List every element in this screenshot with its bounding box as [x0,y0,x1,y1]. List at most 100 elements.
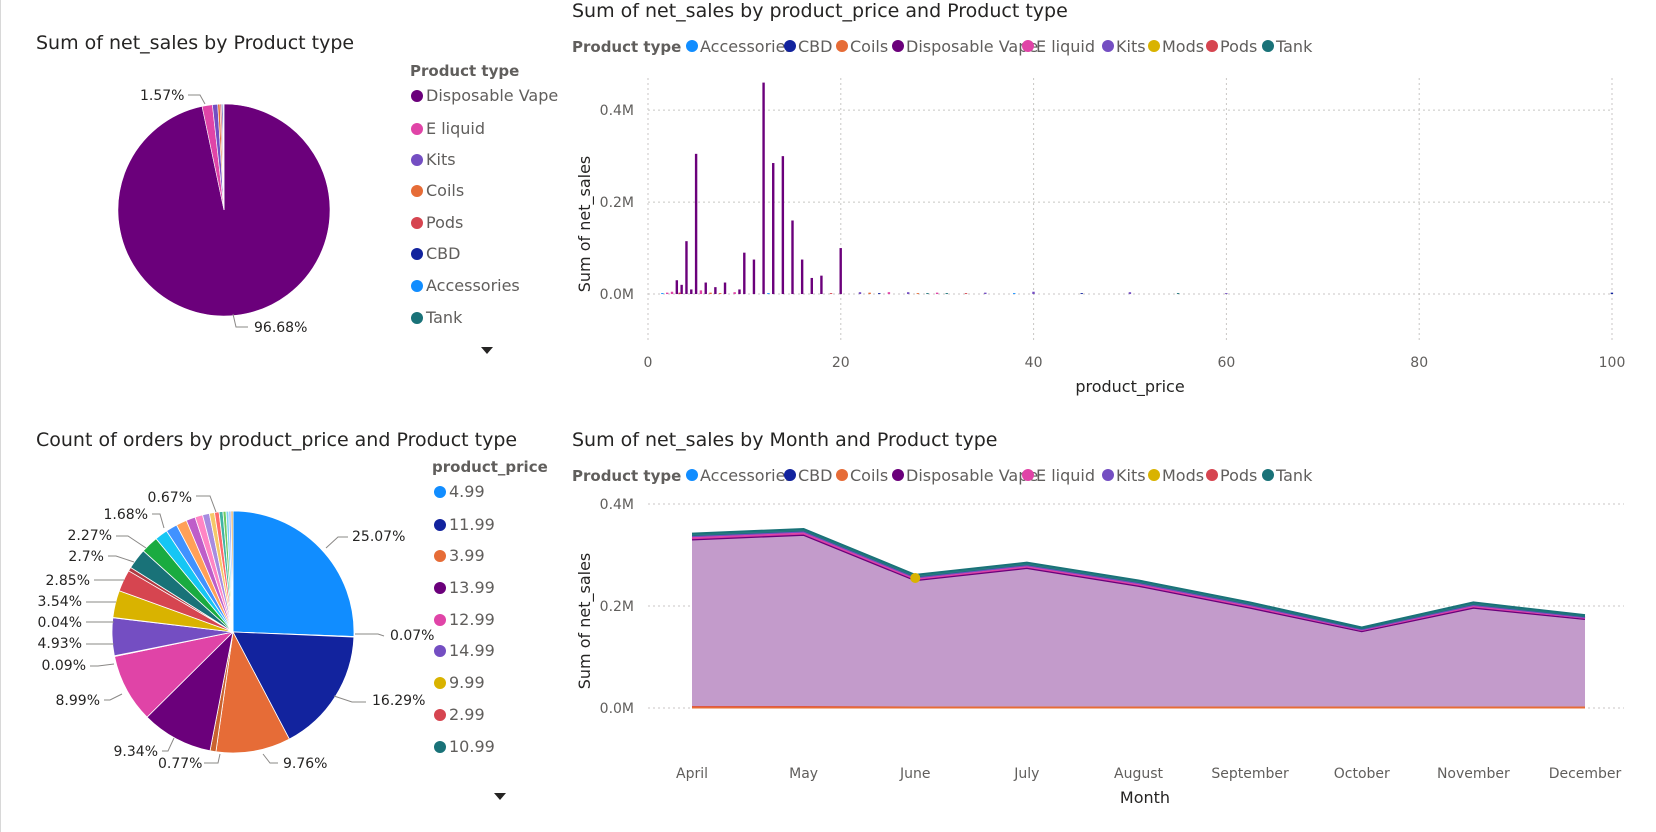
legend-swatch [1022,469,1034,481]
x-tick-label: April [676,766,708,782]
bar [1176,293,1180,295]
y-tick-label: 0.2M [600,599,634,615]
bar [733,292,736,295]
bar [868,292,871,295]
bar [680,284,683,295]
bar [661,293,664,295]
x-tick-label: 40 [1025,355,1043,371]
bar [1225,293,1228,295]
leader-line [355,633,385,637]
pie-label: 96.68% [254,320,307,336]
legend-item: 11.99 [449,515,495,534]
leader-line [108,555,135,563]
pie-label: 1.57% [140,88,184,104]
legend-item: Tank [1275,37,1313,56]
x-tick-label: December [1549,766,1622,782]
legend-swatch [434,709,446,721]
bar [1032,291,1035,295]
legend-swatch [686,40,698,52]
legend-swatch [411,154,423,166]
legend-swatch [784,469,796,481]
bar [670,291,674,295]
pie-label: 2.7% [68,549,104,565]
bar [964,293,968,295]
legend-item: Disposable Vape [426,86,558,105]
legend-swatch [434,519,446,531]
x-tick-label: 20 [832,355,850,371]
legend-swatch [1262,469,1274,481]
legend-swatch [836,469,848,481]
bar [1610,292,1614,295]
legend-swatch [1206,40,1218,52]
pie-slice [232,510,355,637]
bar [945,293,948,295]
bar [767,293,770,295]
leader-line [232,313,248,328]
pie-label: 9.34% [114,744,158,760]
pie-label: 25.07% [352,529,405,545]
pie-label: 0.04% [38,615,82,631]
legend-swatch [434,741,446,753]
legend-swatch [411,185,423,197]
legend-title: Product type [572,467,681,485]
leader-line [162,737,175,752]
leader-line [204,753,221,764]
legend-swatch [434,677,446,689]
x-tick-label: October [1334,766,1390,782]
legend-swatch [434,645,446,657]
bar [916,293,920,295]
pie-label: 0.67% [148,490,192,506]
bar [704,282,707,295]
bar [906,292,910,295]
x-tick-label: September [1211,766,1289,782]
bar [714,287,717,295]
bar [678,292,681,295]
x-tick-label: November [1437,766,1510,782]
series-line [691,527,1586,629]
bar [1128,292,1132,295]
pie-slice [215,630,290,754]
bar [1080,293,1083,295]
bar [984,292,987,295]
x-tick-label: August [1114,766,1164,782]
x-axis-label: product_price [1075,377,1184,397]
legend-item: E liquid [1036,466,1095,485]
x-tick-label: 0 [644,355,653,371]
x-tick-label: June [899,766,931,782]
legend-item: Pods [1220,466,1257,485]
legend-item: Mods [1162,466,1204,485]
legend-item: CBD [798,466,832,485]
pie-label: 3.54% [38,594,82,610]
bar [690,289,693,295]
y-axis-label: Sum of net_sales [575,553,595,690]
legend-item: Coils [850,37,888,56]
leader-line [116,535,147,549]
legend-swatch [411,280,423,292]
legend-swatch [1022,40,1034,52]
pie-label: 2.85% [46,573,90,589]
legend-title: Product type [572,38,681,56]
legend-swatch [411,123,423,135]
leader-line [325,536,348,549]
pie-label: 0.77% [158,756,202,772]
pie-label: 8.99% [56,693,100,709]
bar [762,82,765,295]
legend-item: 14.99 [449,641,495,660]
legend-item: 12.99 [449,610,495,629]
legend-swatch [411,90,423,102]
legend-item: Kits [1116,37,1146,56]
legend-item: Accessories [700,466,794,485]
area-band [692,534,1585,707]
bar [723,282,727,295]
bar [926,293,929,295]
x-tick-label: May [789,766,818,782]
legend-swatch [411,312,423,324]
bar [752,259,756,295]
chart-pie-orders: Count of orders by product_price and Pro… [36,429,548,772]
bar [738,289,741,295]
chart-title: Sum of net_sales by Month and Product ty… [572,429,997,451]
x-axis-label: Month [1120,788,1170,807]
y-axis-label: Sum of net_sales [575,156,595,293]
leader-line [104,693,123,701]
